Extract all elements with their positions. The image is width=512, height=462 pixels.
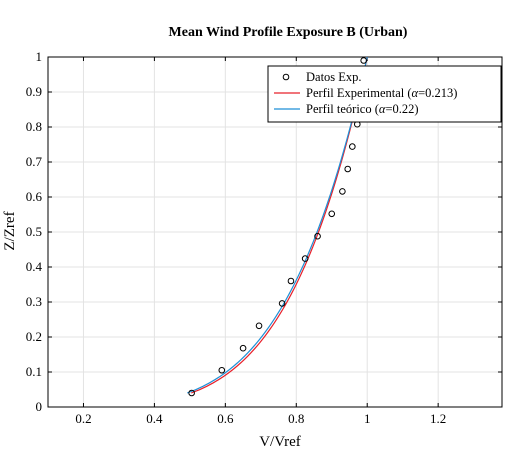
legend-label: Perfil Experimental (α=0.213) <box>306 86 457 100</box>
legend-label: Datos Exp. <box>306 70 362 84</box>
data-point <box>301 255 309 262</box>
x-tick-label: 0.8 <box>288 411 304 426</box>
legend-label-alpha: α <box>412 86 419 100</box>
legend-label-suffix: =0.22) <box>385 102 418 116</box>
x-tick-label: 1 <box>364 411 371 426</box>
x-tick-label: 0.4 <box>146 411 163 426</box>
x-tick-labels: 0.2 0.4 0.6 0.8 1 1.2 <box>75 411 446 426</box>
y-tick-label: 0.3 <box>26 294 42 309</box>
y-tick-label: 0 <box>36 399 43 414</box>
x-tick-label: 1.2 <box>430 411 446 426</box>
legend-marker <box>282 73 290 81</box>
y-axis-label: Z/Zref <box>2 211 18 250</box>
data-point <box>349 143 356 150</box>
data-point <box>278 300 286 307</box>
y-tick-label: 0.1 <box>26 364 42 379</box>
y-tick-label: 0.2 <box>26 329 42 344</box>
legend-box <box>267 65 502 123</box>
data-point <box>239 344 247 352</box>
data-point <box>287 277 295 285</box>
data-point <box>339 188 346 195</box>
data-point <box>314 232 321 240</box>
data-point <box>344 165 352 173</box>
legend-label-prefix: Perfil Experimental ( <box>306 86 412 100</box>
y-tick-label: 0.7 <box>26 154 43 169</box>
x-axis-label: V/Vref <box>259 434 301 450</box>
x-tick-label: 0.2 <box>75 411 91 426</box>
y-tick-label: 0.8 <box>26 119 42 134</box>
legend-label-alpha: α <box>379 102 386 116</box>
data-point <box>255 322 263 330</box>
axis-ticks <box>48 56 502 408</box>
y-tick-label: 1 <box>36 49 43 64</box>
y-tick-label: 0.5 <box>26 224 42 239</box>
data-point <box>218 366 226 374</box>
chart-title: Mean Wind Profile Exposure B (Urban) <box>169 25 408 40</box>
data-point <box>188 389 195 397</box>
y-tick-label: 0.9 <box>26 84 42 99</box>
x-tick-label: 0.6 <box>217 411 234 426</box>
data-point <box>328 210 336 218</box>
legend-label-suffix: =0.213) <box>418 86 457 100</box>
data-point <box>360 57 367 64</box>
legend-label: Perfil teórico (α=0.22) <box>306 102 419 116</box>
y-tick-labels: 0 0.1 0.2 0.3 0.4 0.5 0.6 0.7 0.8 0.9 1 <box>26 49 43 414</box>
y-tick-label: 0.6 <box>26 189 43 204</box>
y-tick-label: 0.4 <box>26 259 43 274</box>
legend-label-prefix: Perfil teórico ( <box>306 102 379 116</box>
legend: Datos Exp.Perfil Experimental (α=0.213)P… <box>267 65 502 123</box>
